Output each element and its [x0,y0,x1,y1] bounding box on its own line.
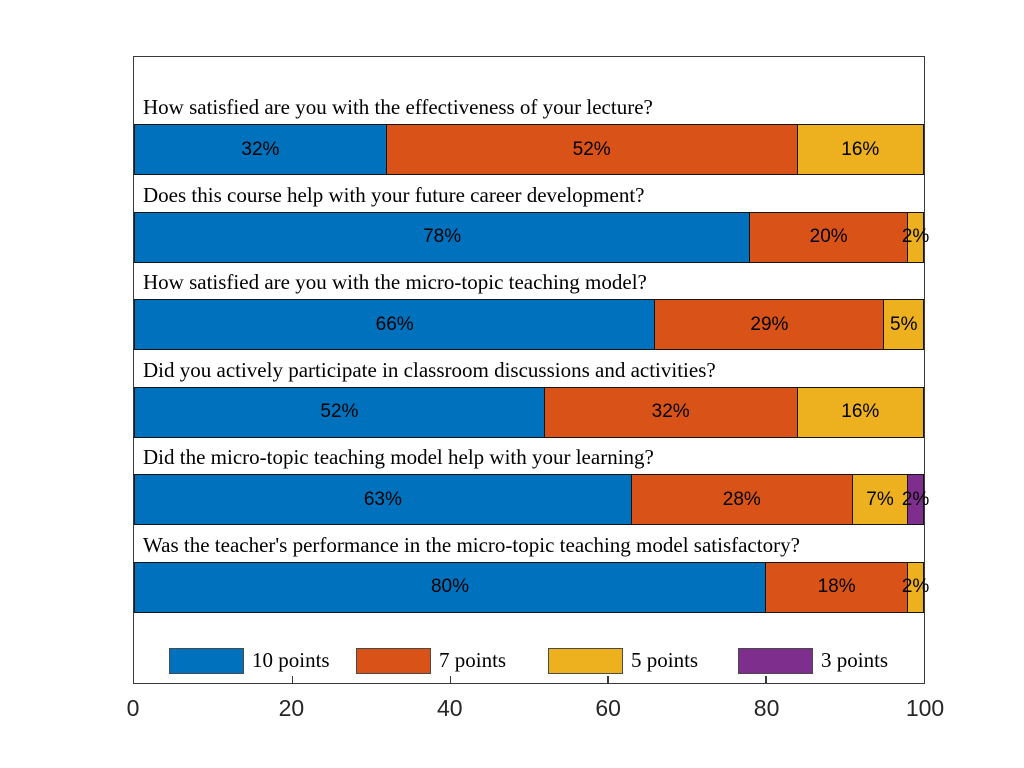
segment-value-label: 66% [375,313,414,335]
question-row: Does this course help with your future c… [134,178,929,263]
bar-segment-7-points: 32% [544,386,798,438]
legend-entry: 5 points [548,647,698,674]
segment-value-label: 28% [722,488,761,510]
segment-value-label: 7% [866,488,894,510]
x-axis-tick-label: 0 [126,695,140,721]
question-row: How satisfied are you with the micro-top… [134,265,924,350]
segment-value-label: 32% [651,401,690,422]
question-row: Did you actively participate in classroo… [134,353,924,438]
bar-segment-7-points: 20% [750,211,909,263]
segment-value-label: 18% [817,576,856,597]
legend-swatch [548,647,623,674]
bar-segment-7-points: 52% [386,124,798,175]
question-label: Was the teacher's performance in the mic… [143,532,800,557]
x-axis-tick-label: 100 [905,695,945,721]
bar-segment-5-points: 5% [884,299,924,350]
question-label: How satisfied are you with the micro-top… [143,270,647,294]
question-label: Did you actively participate in classroo… [143,357,716,382]
bar-segment-5-points: 16% [797,386,924,438]
segment-value-label: 29% [750,313,789,335]
bar-segment-7-points: 18% [766,561,909,613]
bar-segment-10-points: 32% [134,124,387,175]
segment-value-label: 80% [430,576,470,597]
x-tick-mark [765,676,767,683]
stacked-bar: 66% 29% 5% [134,299,924,350]
question-label: Does this course help with your future c… [143,182,645,207]
bar-segment-5-points: 2% [902,211,929,263]
x-axis-tick-label: 20 [278,695,305,721]
segment-value-label: 63% [363,488,402,510]
stacked-bar: 78% 20% 2% [134,211,929,263]
legend: 10 points 7 points 5 points 3 points [134,647,924,677]
question-label: Did the micro-topic teaching model help … [143,445,654,469]
segment-value-label: 52% [320,401,359,422]
legend-label: 3 points [821,648,889,672]
bar-segment-5-points: 7% [852,474,909,525]
legend-entry: 3 points [738,647,888,674]
segment-value-label: 52% [572,138,611,160]
segment-value-label: 16% [841,401,880,422]
x-tick-mark [291,676,294,683]
bar-segment-10-points: 63% [134,474,632,525]
bar-segment-7-points: 28% [631,474,853,525]
legend-swatch [356,647,431,674]
segment-value-label: 20% [809,226,848,247]
bar-segment-5-points: 2% [902,561,929,613]
segment-value-label: 2% [901,576,930,597]
legend-label: 5 points [631,648,699,672]
bar-segment-5-points: 16% [797,124,924,175]
segment-value-label: 78% [423,226,462,247]
question-label: How satisfied are you with the effective… [143,95,653,119]
stacked-bar: 52% 32% 16% [134,386,924,438]
stacked-bar: 32% 52% 16% [134,124,924,175]
segment-value-label: 2% [901,488,930,510]
segment-value-label: 32% [241,138,280,160]
bar-segment-10-points: 52% [134,386,545,438]
segment-value-label: 5% [890,313,918,335]
x-tick-mark [449,676,452,683]
plot-area: How satisfied are you with the effective… [133,56,929,684]
x-tick-mark [607,676,609,683]
bar-segment-10-points: 78% [134,211,751,263]
legend-entry: 10 points [169,647,330,674]
x-axis-tick-label: 40 [437,695,463,721]
bar-segment-3-points: 2% [902,474,929,525]
legend-swatch [169,647,244,674]
x-axis-tick-label: 60 [595,695,621,721]
bar-segment-10-points: 80% [134,561,766,613]
stacked-bar: 63% 28% 7% 2% [134,474,929,525]
bar-segment-10-points: 66% [134,299,656,350]
legend-entry: 7 points [356,647,506,674]
legend-swatch [738,647,813,674]
question-row: Was the teacher's performance in the mic… [134,528,929,613]
segment-value-label: 2% [901,226,930,247]
stacked-bar: 80% 18% 2% [134,561,929,613]
segment-value-label: 16% [841,138,880,160]
question-row: How satisfied are you with the effective… [134,90,924,175]
x-axis-tick-label: 80 [753,695,780,721]
question-row: Did the micro-topic teaching model help … [134,440,929,525]
bar-segment-7-points: 29% [655,299,885,350]
legend-label: 7 points [439,648,507,672]
legend-label: 10 points [252,648,330,672]
